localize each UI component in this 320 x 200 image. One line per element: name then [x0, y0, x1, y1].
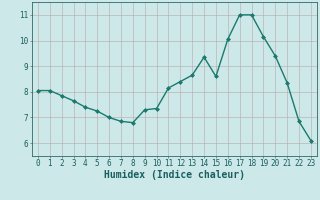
X-axis label: Humidex (Indice chaleur): Humidex (Indice chaleur)	[104, 170, 245, 180]
